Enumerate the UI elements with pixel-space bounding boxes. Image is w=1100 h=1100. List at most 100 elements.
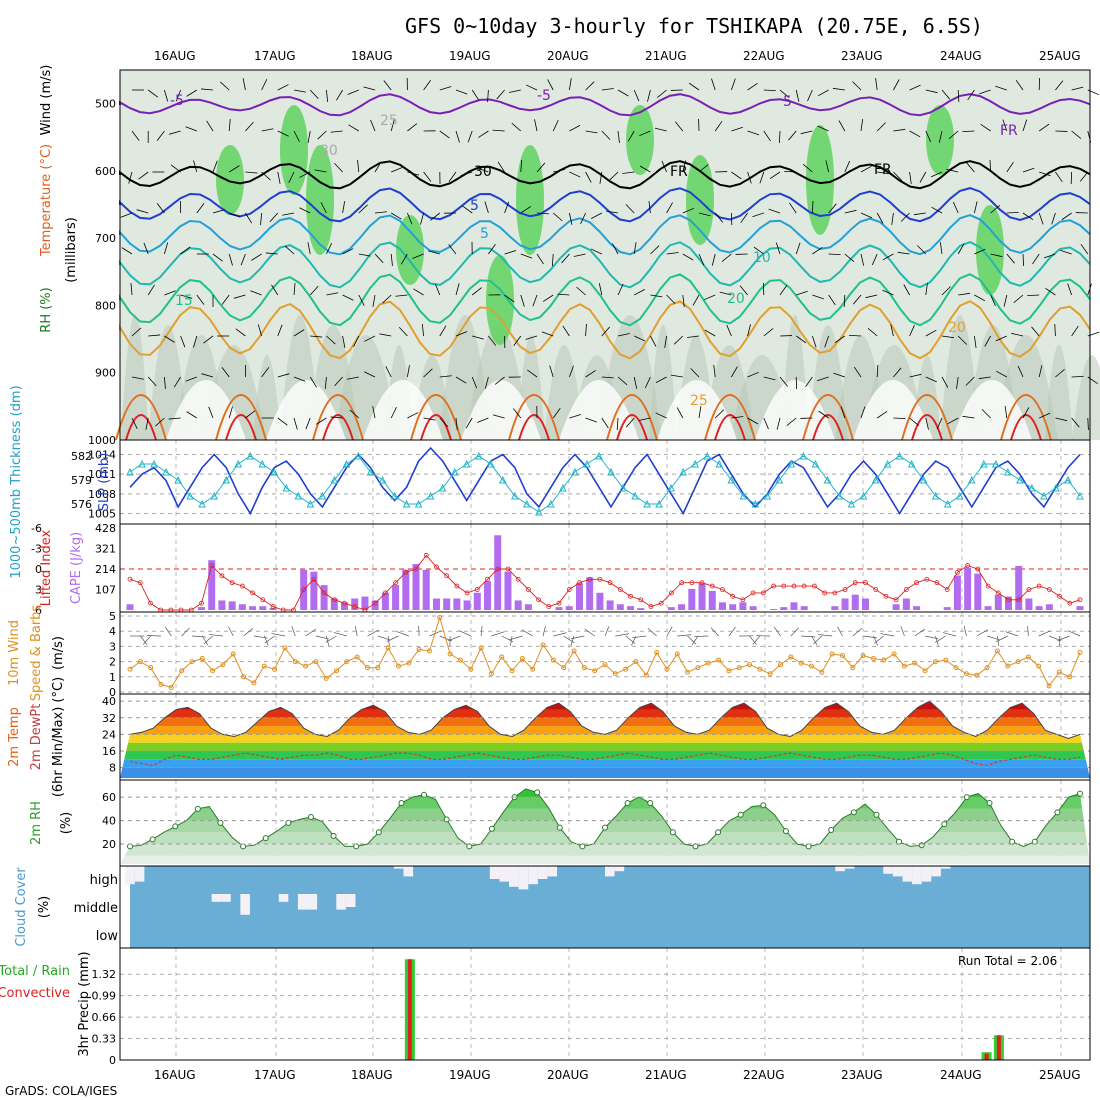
wind-barb [633, 242, 637, 255]
wind-barb [913, 212, 926, 216]
wind-barb [775, 242, 781, 255]
cape-bar [718, 602, 726, 610]
thickness-point [547, 499, 555, 508]
wind-barb [1022, 119, 1028, 132]
cloud-cover-bar [883, 866, 893, 874]
wind-barb [691, 635, 699, 646]
wind-barb [131, 417, 138, 429]
isotherm-line [704, 394, 756, 441]
slp-tick: 1005 [88, 507, 116, 520]
wind-barb [1087, 376, 1098, 385]
cape-bar [790, 602, 798, 610]
li-point [648, 604, 654, 609]
wind-barb [957, 243, 965, 255]
wind-barb [228, 165, 240, 173]
wind-barb [882, 253, 894, 261]
rh-point [692, 843, 699, 850]
li-point [975, 566, 981, 572]
cape-bar [126, 604, 134, 610]
wind-barb [763, 417, 769, 430]
wind-speed-point [963, 671, 969, 677]
wind-barb [967, 89, 975, 101]
wind-barb [974, 248, 986, 255]
wind-speed-point [571, 648, 577, 654]
thickness-point [450, 467, 459, 476]
wind-barb [349, 409, 360, 419]
precip-tick: 0.99 [92, 990, 117, 1003]
wind-barb [487, 89, 489, 102]
thickness-point [246, 451, 255, 460]
cape-bar [412, 564, 420, 610]
li-point [566, 587, 572, 592]
cape-bar [259, 606, 267, 610]
cloud-level-label: middle [74, 901, 118, 916]
wind-barb [1006, 211, 1019, 214]
wind-barb [164, 335, 175, 343]
thickness-point [931, 491, 940, 500]
li-point [730, 593, 736, 599]
rh-high-cell [516, 145, 544, 255]
wind-barb [407, 365, 410, 378]
wind-barb [1071, 375, 1084, 378]
li-point [372, 600, 378, 606]
wind-speed-point [891, 651, 897, 657]
wind-speed-point [943, 657, 949, 663]
wind-barb [293, 89, 306, 93]
wind-barb [439, 325, 447, 337]
cape-bar [953, 575, 961, 610]
wind-barb [131, 376, 144, 380]
cape-bar [616, 604, 624, 610]
wind-barb [549, 365, 554, 378]
cape-bar [984, 606, 992, 610]
thickness-point [739, 491, 748, 500]
wind-barb [719, 291, 732, 296]
rh-point [127, 843, 133, 850]
thickness-point [1016, 475, 1024, 484]
isotherm-line [812, 414, 844, 441]
thickness-point [498, 475, 507, 484]
wind-barb [250, 290, 262, 296]
wind-barb [383, 80, 392, 91]
wind-barb [813, 635, 823, 645]
wind-barb [925, 417, 929, 430]
wind-barb [532, 294, 538, 307]
wind-tick: 2 [109, 656, 116, 669]
wind-speed-point [716, 657, 722, 663]
wind-barb [860, 119, 864, 132]
wind-barb [867, 327, 878, 337]
wind-speed-point [602, 662, 608, 668]
dry-pocket [461, 380, 541, 440]
wind-speed-point [127, 666, 133, 672]
wind-barb [347, 89, 359, 95]
slp-tick: 1014 [88, 449, 116, 462]
wind-barb [390, 119, 395, 132]
precip-convective-label: Convective [0, 986, 70, 1001]
temp-tick: 8 [109, 762, 116, 775]
wind-barb [958, 292, 971, 296]
precip-convective-bar [407, 959, 412, 1060]
wind-barb [963, 626, 967, 637]
wind-barb [569, 171, 581, 178]
wind-speed-point [1036, 663, 1042, 669]
wind-barb [245, 410, 256, 419]
wind-speed-point [633, 659, 639, 665]
isotherm-line [508, 394, 560, 441]
wind-barb [639, 130, 651, 137]
wind-barb [666, 294, 676, 304]
li-point [505, 566, 511, 572]
wind-barb [1022, 407, 1030, 419]
rh-axis-label: RH (%) [39, 287, 54, 332]
cape-bar [402, 569, 410, 610]
wind-barb [212, 209, 225, 214]
wind-barb [1006, 253, 1015, 264]
wind-barb [326, 243, 333, 255]
wind-barb [120, 212, 133, 218]
li-tick: -3 [31, 543, 42, 556]
wind-barb [840, 406, 846, 419]
wind-barb [825, 160, 829, 173]
wind-barb [541, 331, 554, 337]
cloud-cover-bar [940, 866, 951, 869]
li-point [444, 573, 450, 579]
wind-barb [650, 335, 657, 347]
